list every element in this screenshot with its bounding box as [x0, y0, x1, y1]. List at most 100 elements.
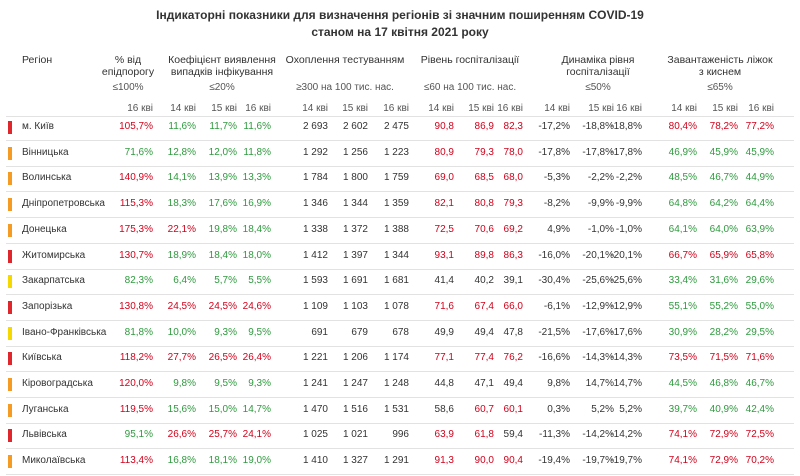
value-cell: 70,6: [474, 223, 494, 235]
value-cell: 90,8: [434, 121, 454, 132]
value-cell: 39,7%: [668, 403, 697, 415]
subtitle: станом на 17 квітня 2021 року: [311, 25, 489, 39]
value-cell: 24,5%: [167, 300, 196, 312]
value-cell: 90,4: [503, 455, 523, 467]
value-cell: 47,1: [474, 378, 494, 389]
value-cell: 1 292: [302, 146, 328, 158]
value-cell: 65,9%: [709, 249, 738, 261]
region-name: Житомирська: [22, 249, 86, 261]
value-cell: 82,3%: [124, 275, 153, 287]
value-cell: 2 475: [383, 121, 409, 132]
region-marker: [8, 121, 12, 134]
column-header: Охоплення тестуванням: [285, 54, 405, 66]
value-cell: 76,2: [503, 352, 523, 364]
region-name: Донецька: [22, 223, 67, 235]
value-cell: 26,4%: [242, 352, 271, 364]
value-cell: 24,5%: [208, 300, 237, 312]
value-cell: 13,9%: [208, 172, 237, 184]
value-cell: 26,5%: [208, 352, 237, 364]
value-cell: -20,1%: [610, 249, 642, 261]
value-cell: 28,2%: [709, 326, 738, 338]
value-cell: 31,6%: [709, 275, 738, 287]
value-cell: 9,8%: [547, 378, 570, 389]
value-cell: 46,9%: [668, 146, 697, 158]
value-cell: 44,9%: [745, 172, 774, 184]
value-cell: 48,5%: [668, 172, 697, 184]
region-name: Закарпатська: [22, 275, 85, 287]
value-cell: -2,2%: [587, 172, 614, 184]
region-name: Волинська: [22, 172, 72, 184]
value-cell: -17,6%: [582, 326, 614, 338]
value-cell: -14,2%: [610, 429, 642, 441]
value-cell: 71,6%: [745, 352, 774, 364]
value-cell: 6,4%: [173, 275, 196, 287]
region-marker: [8, 146, 12, 160]
value-cell: 45,9%: [709, 146, 738, 158]
value-cell: 79,3: [474, 146, 494, 158]
value-cell: 67,4: [474, 300, 494, 312]
date-header: 16 кві: [748, 103, 774, 114]
value-cell: 27,7%: [167, 352, 196, 364]
value-cell: 19,8%: [208, 223, 237, 235]
column-header: Регіон: [22, 54, 53, 66]
value-cell: -1,0%: [615, 223, 642, 235]
value-cell: -14,3%: [610, 352, 642, 364]
value-cell: 40,9%: [709, 403, 738, 415]
value-cell: 5,5%: [248, 275, 271, 287]
value-cell: -17,8%: [610, 146, 642, 158]
value-cell: 1 025: [302, 429, 328, 441]
value-cell: 14,7%: [242, 403, 271, 415]
value-cell: -11,3%: [539, 429, 570, 441]
region-marker: [8, 198, 12, 212]
value-cell: 1 593: [302, 275, 328, 287]
separator: [6, 242, 794, 244]
date-header: 15 кві: [468, 103, 494, 114]
value-cell: 29,5%: [745, 326, 774, 338]
value-cell: 1 338: [302, 223, 328, 235]
value-cell: -17,2%: [538, 121, 570, 132]
value-cell: -12,9%: [610, 300, 642, 312]
value-cell: 55,0%: [745, 300, 774, 312]
region-name: Львівська: [22, 429, 67, 441]
value-cell: 60,1: [503, 403, 523, 415]
value-cell: 15,0%: [208, 403, 237, 415]
value-cell: 1 078: [383, 300, 409, 312]
value-cell: 1 327: [342, 455, 368, 467]
value-cell: 130,8%: [119, 300, 153, 312]
date-header: 16 кві: [383, 103, 409, 114]
value-cell: 1 206: [342, 352, 368, 364]
value-cell: 1 516: [342, 403, 368, 415]
value-cell: 1 247: [342, 378, 368, 389]
value-cell: 130,7%: [119, 249, 153, 261]
value-cell: 71,6: [434, 300, 454, 312]
value-cell: 1 388: [383, 223, 409, 235]
column-header: Динаміка рівня госпіталізації: [561, 54, 635, 78]
value-cell: -21,5%: [538, 326, 570, 338]
separator: [6, 116, 794, 117]
date-header: 15 кві: [211, 103, 237, 114]
separator: [6, 140, 794, 141]
value-cell: 18,4%: [242, 223, 271, 235]
value-cell: 14,7%: [613, 378, 642, 389]
value-cell: 58,6: [434, 403, 454, 415]
value-cell: -17,8%: [538, 146, 570, 158]
value-cell: 82,3: [503, 121, 523, 132]
value-cell: 44,8: [434, 378, 454, 389]
separator: [6, 371, 794, 373]
value-cell: 2 602: [342, 121, 368, 132]
value-cell: 1 410: [302, 455, 328, 467]
value-cell: 175,3%: [119, 223, 153, 235]
region-name: Луганська: [22, 403, 69, 415]
column-header: Коефіцієнт виявлення випадків інфікуванн…: [168, 54, 276, 78]
value-cell: 1 344: [342, 198, 368, 210]
value-cell: 1 397: [342, 249, 368, 261]
value-cell: -19,7%: [610, 455, 642, 467]
value-cell: -14,3%: [582, 352, 614, 364]
separator: [6, 345, 794, 347]
value-cell: 9,5%: [214, 378, 237, 389]
value-cell: 24,1%: [242, 429, 271, 441]
value-cell: 1 531: [383, 403, 409, 415]
value-cell: 118,2%: [119, 352, 153, 364]
value-cell: -25,6%: [610, 275, 642, 287]
region-marker: [8, 275, 12, 289]
